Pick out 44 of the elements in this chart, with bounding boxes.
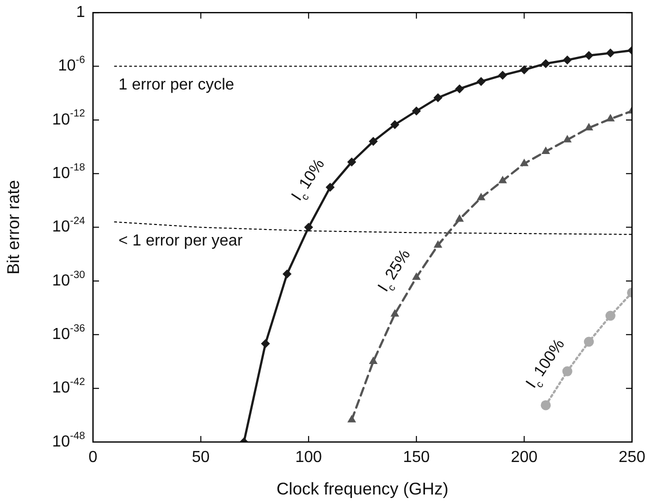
point xyxy=(260,339,270,348)
point xyxy=(326,182,335,192)
point xyxy=(562,134,572,142)
x-tick-label: 150 xyxy=(403,449,430,466)
point xyxy=(584,336,594,347)
point xyxy=(347,157,356,166)
x-tick-label: 100 xyxy=(295,449,322,466)
point xyxy=(390,120,400,130)
point xyxy=(605,310,616,321)
point xyxy=(412,272,421,280)
point xyxy=(304,222,314,232)
point xyxy=(498,70,508,80)
point xyxy=(476,192,486,200)
point xyxy=(606,114,615,122)
y-axis-title: Bit error rate xyxy=(4,180,23,275)
point xyxy=(368,356,378,364)
point xyxy=(541,146,550,154)
point xyxy=(498,176,507,184)
point xyxy=(540,400,551,410)
annotation: 1 error per cycle xyxy=(118,76,234,94)
point xyxy=(584,51,594,60)
x-tick-label: 0 xyxy=(88,449,98,466)
point xyxy=(520,158,529,166)
annotation: < 1 error per year xyxy=(118,232,244,250)
point xyxy=(434,240,442,248)
point xyxy=(520,65,529,74)
point xyxy=(541,59,550,68)
x-tick-label: 50 xyxy=(192,449,210,466)
point xyxy=(606,48,615,58)
x-axis-title: Clock frequency (GHz) xyxy=(276,479,448,498)
point xyxy=(347,414,356,422)
point xyxy=(584,122,594,130)
point xyxy=(476,76,486,86)
point xyxy=(282,270,292,279)
x-tick-label: 200 xyxy=(510,449,538,466)
point xyxy=(368,136,378,146)
point xyxy=(562,56,572,65)
point xyxy=(390,309,400,317)
point xyxy=(412,106,421,116)
y-tick-label: 1 xyxy=(76,4,86,22)
x-tick-label: 250 xyxy=(618,449,646,466)
point xyxy=(433,93,442,102)
point xyxy=(455,84,464,94)
point xyxy=(455,214,464,222)
